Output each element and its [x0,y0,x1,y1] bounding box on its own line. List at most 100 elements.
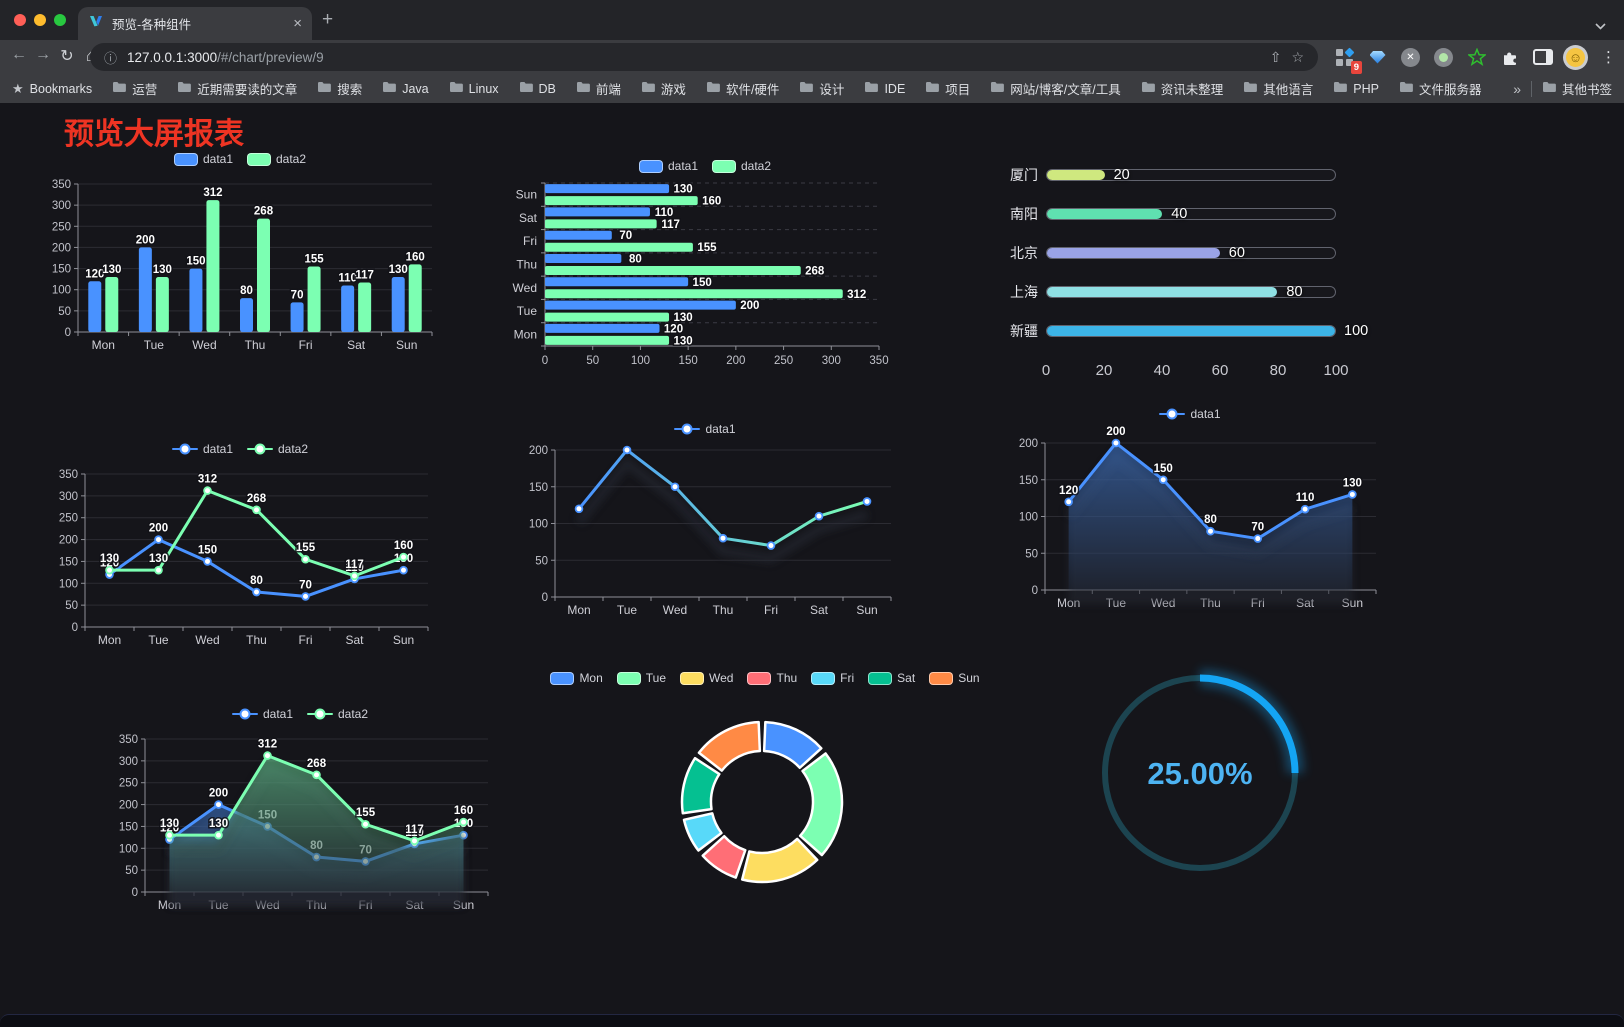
forward-button[interactable]: → [35,46,51,63]
url-bar[interactable]: ⓘ 127.0.0.1:3000/#/chart/preview/9 ⇧ ☆ [90,43,1318,71]
progress-label: 北京 [1010,244,1038,261]
svg-text:0: 0 [65,327,71,339]
bookmark-folder[interactable]: IDE [864,81,905,96]
legend-item[interactable]: data2 [247,152,306,166]
tab-close-icon[interactable]: × [293,15,302,32]
svg-text:100: 100 [1019,512,1038,524]
folder-icon [177,81,192,96]
zoom-window-button[interactable] [54,14,66,26]
bookmark-folder[interactable]: PHP [1333,81,1379,96]
legend-item[interactable]: data1 [674,422,736,436]
bookmark-folder[interactable]: 游戏 [641,79,686,98]
legend-item[interactable]: Tue [616,671,666,685]
legend-item[interactable]: data1 [173,152,233,166]
svg-text:Fri: Fri [299,633,313,647]
legend-marker [171,443,198,456]
kebab-menu-icon[interactable]: ⋮ [1601,49,1616,66]
browser-tab[interactable]: 预览-各种组件 × [78,7,312,40]
bookmark-folder[interactable]: 前端 [576,79,621,98]
side-panel-icon[interactable] [1530,44,1555,70]
folder-icon [112,81,127,96]
bookmarks-root[interactable]: ★ Bookmarks [12,81,92,97]
legend-item[interactable]: data2 [712,159,771,173]
bookmarks-overflow-chevron[interactable]: » [1513,80,1521,97]
legend-item[interactable]: Mon [550,671,603,685]
new-tab-button[interactable]: + [322,9,334,30]
close-window-button[interactable] [14,14,26,26]
bookmark-folder[interactable]: Linux [449,81,499,96]
extension-gray-circle-cross-icon[interactable]: ✕ [1398,44,1423,70]
svg-text:155: 155 [697,242,717,254]
minimize-window-button[interactable] [34,14,46,26]
svg-text:117: 117 [661,219,680,231]
bookmark-folder[interactable]: 网站/博客/文章/工具 [990,79,1121,98]
reload-button[interactable]: ↻ [60,48,74,65]
legend-item[interactable]: Fri [811,671,854,685]
legend-item[interactable]: Thu [747,671,797,685]
extension-grid-blocks-icon[interactable]: 9 [1332,44,1362,74]
other-bookmarks-folder[interactable]: 其他书签 [1542,79,1612,98]
share-icon[interactable]: ⇧ [1269,48,1282,65]
extension-badge: 9 [1350,60,1362,74]
svg-text:Sun: Sun [516,188,537,202]
legend-item[interactable]: data1 [1159,407,1221,421]
legend-marker [674,423,701,436]
svg-text:120: 120 [1059,485,1078,497]
extension-gray-circle-green-dot-icon[interactable] [1431,44,1456,70]
legend-swatch [173,152,198,166]
legend-item[interactable]: data1 [171,442,233,456]
bookmark-folder[interactable]: Java [382,81,429,96]
legend-item[interactable]: Sat [868,671,915,685]
chart-two-series-line: data1 data2 0 50 100 150 200 250 300 350 Mon Tue Wed… [40,438,440,653]
bookmark-folder[interactable]: 其他语言 [1243,79,1313,98]
profile-avatar[interactable]: ☺ [1563,44,1588,70]
bookmark-folder[interactable]: 近期需要读的文章 [177,79,297,98]
folder-icon [519,81,533,96]
legend-item[interactable]: Sun [929,671,980,685]
bookmark-folder[interactable]: DB [519,81,556,96]
svg-text:70: 70 [1251,522,1264,534]
tab-search-chevron-icon[interactable] [1595,17,1606,35]
bookmark-label: 其他语言 [1263,83,1314,97]
bookmark-label: 近期需要读的文章 [197,83,298,97]
svg-text:200: 200 [149,523,168,535]
folder-icon [1333,81,1348,96]
svg-text:150: 150 [1154,463,1173,475]
svg-text:100: 100 [59,578,78,590]
legend-item[interactable]: data1 [638,159,698,173]
svg-text:300: 300 [52,200,71,212]
bookmarks-divider [1530,80,1532,97]
svg-text:200: 200 [119,800,138,812]
svg-text:155: 155 [356,807,376,819]
extension-blue-gem-icon[interactable] [1365,44,1390,70]
legend-label: data1 [705,422,736,436]
url-text[interactable]: 127.0.0.1:3000/#/chart/preview/9 [127,50,1260,65]
legend-item[interactable]: Wed [680,671,733,685]
svg-text:312: 312 [203,187,222,199]
bookmark-folder[interactable]: 运营 [112,79,157,98]
bookmark-folder[interactable]: 资讯未整理 [1141,79,1223,98]
svg-text:120: 120 [85,268,104,280]
svg-text:110: 110 [338,272,357,284]
bookmark-folder[interactable]: 文件服务器 [1399,79,1481,98]
bookmark-star-icon[interactable]: ☆ [1291,48,1304,65]
legend-item[interactable]: data2 [307,707,368,721]
svg-text:150: 150 [529,482,548,494]
bookmark-label: PHP [1353,81,1379,96]
titlebar: 预览-各种组件 × + [0,0,1624,40]
svg-text:268: 268 [254,206,274,218]
bookmark-label: Java [402,81,429,96]
extension-green-star-icon[interactable] [1464,44,1489,70]
site-info-icon[interactable]: ⓘ [104,50,118,66]
folder-icon [1141,81,1155,96]
svg-text:350: 350 [52,179,71,191]
back-button[interactable]: ← [11,46,27,63]
bookmark-folder[interactable]: 设计 [799,79,844,98]
bookmark-folder[interactable]: 软件/硬件 [706,79,779,98]
legend-item[interactable]: data1 [231,707,293,721]
extensions-puzzle-icon[interactable] [1497,44,1522,70]
progress-fill [1047,286,1278,297]
bookmark-folder[interactable]: 搜索 [317,79,362,98]
bookmark-folder[interactable]: 项目 [925,79,970,98]
legend-item[interactable]: data2 [247,442,308,456]
